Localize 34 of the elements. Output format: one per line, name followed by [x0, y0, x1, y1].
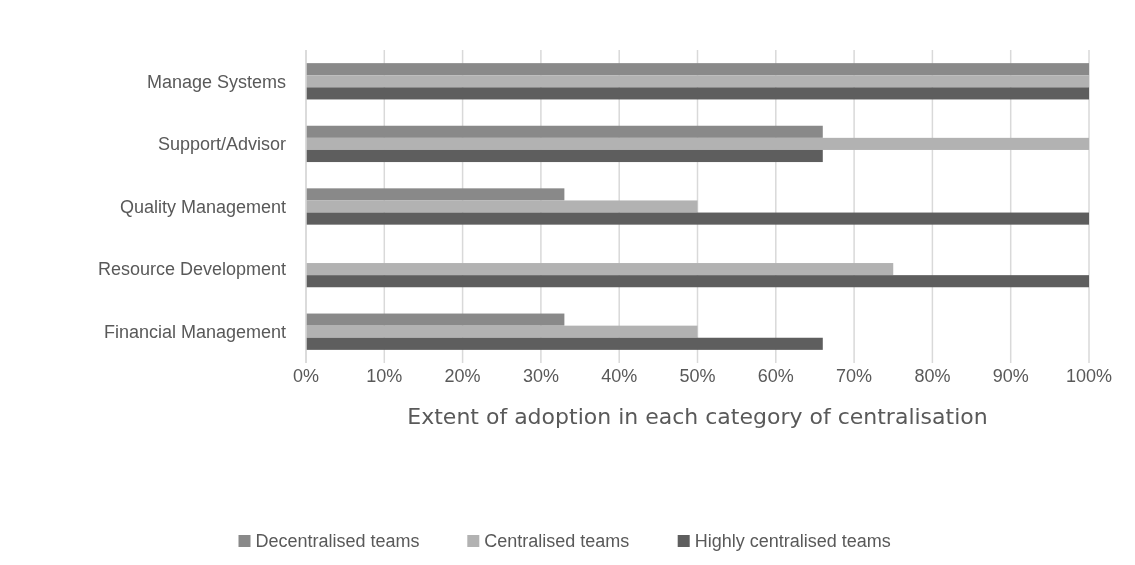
bar: [306, 325, 698, 338]
y-tick-label: Quality Management: [119, 196, 286, 217]
bar: [306, 337, 823, 350]
y-tick-label: Resource Development: [97, 259, 286, 280]
bar: [306, 313, 565, 326]
x-tick-label: 60%: [757, 366, 794, 386]
x-tick-label: 20%: [444, 366, 481, 386]
bar: [306, 188, 565, 201]
x-tick-label: 30%: [522, 366, 559, 386]
x-tick-label: 50%: [679, 366, 716, 386]
x-tick-label: 80%: [914, 366, 951, 386]
legend-label: Centralised teams: [484, 531, 630, 552]
bar: [306, 212, 1089, 225]
bar: [306, 137, 1089, 150]
x-tick-label: 70%: [836, 366, 873, 386]
bar: [306, 125, 823, 138]
legend-label: Decentralised teams: [255, 531, 420, 552]
x-tick-label: 40%: [601, 366, 638, 386]
y-tick-label: Financial Management: [103, 322, 286, 342]
x-tick-label: 100%: [1065, 366, 1113, 386]
x-tick-label: 90%: [992, 366, 1029, 386]
y-tick-label: Manage Systems: [146, 71, 286, 92]
bar: [306, 75, 1089, 88]
legend-label: Highly centralised teams: [694, 531, 891, 552]
x-tick-label: 0%: [292, 366, 320, 386]
bar: [306, 63, 1089, 76]
bar: [306, 275, 1089, 288]
x-tick-label: 10%: [366, 366, 403, 386]
bar: [306, 263, 894, 276]
x-axis-title: Extent of adoption in each category of centralisation: [407, 404, 988, 429]
bar: [306, 87, 1089, 100]
y-tick-label: Support/Advisor: [157, 134, 286, 155]
bar: [306, 149, 823, 163]
bar: [306, 200, 698, 213]
